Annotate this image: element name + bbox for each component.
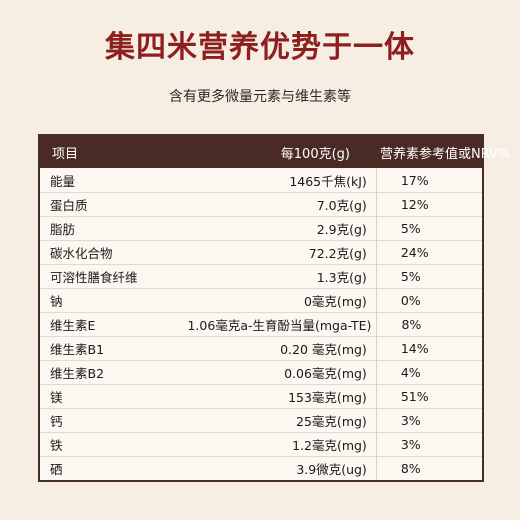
nutrient-amount: 1.3克(g)	[316, 270, 367, 285]
table-body: 能量 1465千焦(kJ) 17% 蛋白质 7.0克(g) 12% 脂肪 2.9克(g) 5% 碳…	[40, 168, 482, 480]
nutrient-nrv: 51%	[400, 389, 429, 404]
nutrient-name: 可溶性膳食纤维	[50, 270, 138, 285]
table-row: 维生素B2 0.06毫克(mg) 4%	[40, 360, 482, 384]
header-item: 项目	[52, 146, 79, 162]
table-row: 钠 0毫克(mg) 0%	[40, 288, 482, 312]
nutrient-name: 钠	[50, 294, 63, 309]
nutrient-amount: 25毫克(mg)	[296, 414, 367, 429]
nutrient-name: 脂肪	[50, 222, 76, 237]
nutrient-name: 铁	[50, 438, 63, 453]
nutrient-amount: 1.06毫克a-生育酚当量(mga-TE)	[187, 318, 372, 333]
table-row: 能量 1465千焦(kJ) 17%	[40, 168, 482, 192]
nutrient-nrv: 5%	[400, 221, 421, 236]
nutrient-amount: 72.2克(g)	[308, 246, 367, 261]
table-row: 可溶性膳食纤维 1.3克(g) 5%	[40, 264, 482, 288]
nutrient-amount: 3.9微克(ug)	[296, 462, 367, 477]
table-row: 维生素B1 0.20 毫克(mg) 14%	[40, 336, 482, 360]
nutrient-nrv: 24%	[400, 245, 429, 260]
nutrient-name: 维生素B1	[50, 342, 105, 357]
nutrient-nrv: 14%	[400, 341, 429, 356]
nutrient-name: 蛋白质	[50, 198, 88, 213]
table-header: 项目 每100克(g) 营养素参考值或NRV%	[40, 136, 511, 168]
nutrient-amount: 0毫克(mg)	[303, 294, 367, 309]
nutrient-nrv: 17%	[400, 172, 429, 188]
nutrient-nrv: 3%	[400, 437, 421, 452]
table-row: 硒 3.9微克(ug) 8%	[40, 456, 482, 480]
nutrient-amount: 0.06毫克(mg)	[284, 366, 367, 381]
nutrient-nrv: 0%	[400, 293, 421, 308]
page-title: 集四米营养优势于一体	[105, 30, 415, 65]
nutrient-name: 能量	[50, 173, 76, 189]
nutrient-nrv: 3%	[400, 413, 421, 428]
header-nrv: 营养素参考值或NRV%	[380, 146, 511, 162]
nutrient-amount: 0.20 毫克(mg)	[280, 342, 367, 357]
nutrient-nrv: 4%	[400, 365, 421, 380]
nutrition-table: 项目 每100克(g) 营养素参考值或NRV% 能量 1465千焦(kJ) 17% 蛋…	[38, 134, 511, 482]
page-subtitle: 含有更多微量元素与维生素等	[169, 89, 351, 105]
nutrient-amount: 2.9克(g)	[316, 222, 367, 237]
nutrient-name: 硒	[50, 462, 63, 477]
nutrient-name: 钙	[50, 414, 63, 429]
nutrient-amount: 153毫克(mg)	[288, 390, 367, 405]
header-per-100g: 每100克(g)	[280, 146, 350, 162]
nutrient-name: 维生素E	[50, 318, 96, 333]
table-row: 蛋白质 7.0克(g) 12%	[40, 192, 482, 216]
table-row: 维生素E 1.06毫克a-生育酚当量(mga-TE) 8%	[40, 312, 482, 336]
nutrient-name: 碳水化合物	[50, 246, 113, 261]
nutrient-nrv: 8%	[401, 317, 422, 332]
table-row: 脂肪 2.9克(g) 5%	[40, 216, 482, 240]
nutrient-name: 维生素B2	[50, 366, 105, 381]
nutrient-name: 镁	[50, 390, 63, 405]
nutrient-amount: 7.0克(g)	[316, 198, 367, 213]
nutrient-amount: 1.2毫克(mg)	[292, 438, 367, 453]
nutrient-nrv: 5%	[400, 269, 421, 284]
table-row: 铁 1.2毫克(mg) 3%	[40, 432, 482, 456]
table-row: 镁 153毫克(mg) 51%	[40, 384, 482, 408]
table-row: 钙 25毫克(mg) 3%	[40, 408, 482, 432]
table-row: 碳水化合物 72.2克(g) 24%	[40, 240, 482, 264]
nutrient-nrv: 8%	[400, 461, 421, 476]
column-divider	[376, 168, 377, 480]
nutrient-nrv: 12%	[400, 197, 429, 212]
nutrient-amount: 1465千焦(kJ)	[289, 173, 367, 189]
